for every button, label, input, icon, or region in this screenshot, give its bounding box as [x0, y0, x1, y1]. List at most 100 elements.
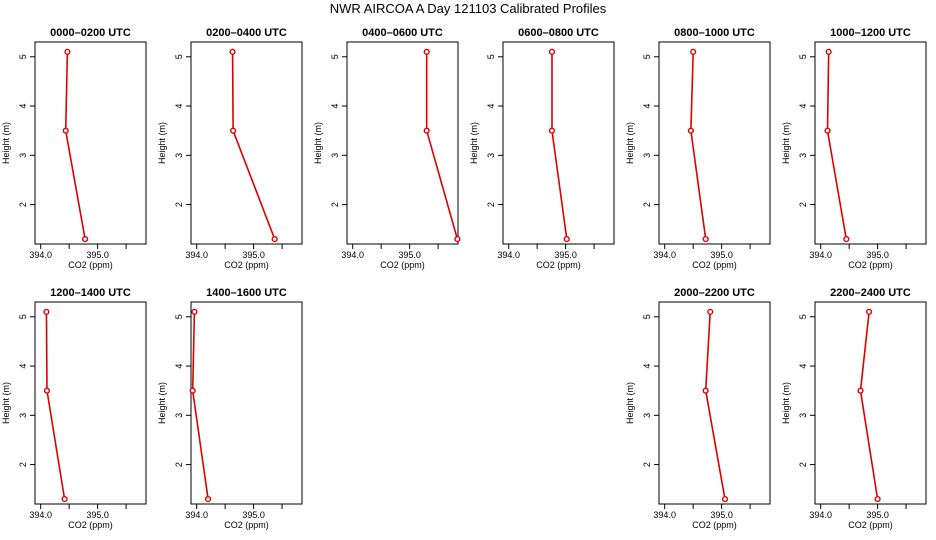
data-point [874, 495, 881, 503]
y-tick-label: 3 [174, 153, 184, 158]
panel-title: 0000–0200 UTC [50, 27, 131, 39]
plot-frame [190, 301, 303, 505]
profile-line [191, 311, 209, 500]
panel-title: 2000–2200 UTC [674, 287, 755, 299]
page-title: NWR AIRCOA A Day 121103 Calibrated Profi… [329, 1, 607, 16]
plot-frame [34, 301, 147, 505]
data-point [62, 127, 69, 134]
x-tick-label: 395.0 [710, 250, 733, 260]
y-tick-label: 2 [174, 202, 184, 207]
y-tick-label: 2 [798, 202, 808, 207]
x-tick-label: 394.0 [341, 250, 364, 260]
profile-line [45, 311, 66, 500]
y-axis-label: Height (m) [625, 382, 635, 424]
x-tick-label: 394.0 [809, 510, 832, 520]
profile-line [64, 51, 86, 240]
x-tick-label: 395.0 [86, 510, 109, 520]
profile-line [826, 51, 848, 240]
plot-frame [346, 41, 459, 245]
x-axis-label: CO2 (ppm) [692, 520, 737, 530]
x-axis-label: CO2 (ppm) [848, 260, 893, 270]
y-tick-label: 3 [486, 153, 496, 158]
y-tick-label: 4 [18, 104, 28, 109]
y-tick-label: 5 [798, 314, 808, 319]
data-point [81, 235, 89, 243]
y-axis-label: Height (m) [313, 122, 323, 164]
x-tick-label: 395.0 [242, 250, 265, 260]
y-tick-label: 5 [642, 54, 652, 59]
plot-frame [658, 41, 771, 245]
y-tick-label: 2 [330, 202, 340, 207]
data-point [687, 127, 694, 134]
y-axis-label: Height (m) [781, 382, 791, 424]
x-axis-label: CO2 (ppm) [848, 520, 893, 530]
y-tick-label: 4 [174, 104, 184, 109]
y-tick-label: 3 [18, 153, 28, 158]
y-tick-label: 4 [798, 104, 808, 109]
y-tick-label: 2 [486, 202, 496, 207]
y-axis-label: Height (m) [157, 122, 167, 164]
plot-frame [814, 41, 927, 245]
x-axis-label: CO2 (ppm) [536, 260, 581, 270]
x-tick-label: 394.0 [185, 510, 208, 520]
data-point [423, 127, 430, 134]
panel-title: 0600–0800 UTC [518, 27, 599, 39]
x-tick-label: 394.0 [29, 510, 52, 520]
data-point [61, 495, 68, 503]
data-point [64, 48, 71, 55]
y-tick-label: 3 [330, 153, 340, 158]
y-axis-label: Height (m) [157, 382, 167, 424]
data-point [548, 48, 556, 55]
x-tick-label: 394.0 [497, 250, 520, 260]
profile-line [551, 51, 568, 240]
y-tick-label: 3 [642, 413, 652, 418]
y-axis-label: Height (m) [1, 382, 11, 424]
plot-frame [502, 41, 615, 245]
profile-line [859, 311, 879, 500]
y-tick-label: 2 [18, 202, 28, 207]
y-tick-label: 5 [174, 54, 184, 59]
x-tick-label: 394.0 [185, 250, 208, 260]
y-tick-label: 3 [798, 153, 808, 158]
y-axis-label: Height (m) [1, 122, 11, 164]
y-tick-label: 4 [486, 104, 496, 109]
data-point [702, 387, 709, 394]
plot-frame [658, 301, 771, 505]
y-axis-label: Height (m) [469, 122, 479, 164]
y-tick-label: 2 [798, 462, 808, 467]
data-point [191, 308, 198, 315]
data-point [825, 48, 832, 55]
data-point [229, 48, 236, 55]
plot-frame [814, 301, 927, 505]
y-tick-label: 4 [330, 104, 340, 109]
y-tick-label: 4 [642, 364, 652, 369]
profile-line [231, 51, 276, 240]
data-point [721, 495, 729, 503]
panel-title: 2200–2400 UTC [830, 287, 911, 299]
profile-line [425, 51, 459, 240]
y-tick-label: 5 [174, 314, 184, 319]
profile-line [704, 311, 726, 500]
data-point [230, 127, 237, 134]
x-tick-label: 395.0 [86, 250, 109, 260]
y-tick-label: 5 [798, 54, 808, 59]
x-tick-label: 394.0 [29, 250, 52, 260]
data-point [707, 308, 714, 315]
panel-title: 0800–1000 UTC [674, 27, 755, 39]
y-tick-label: 5 [330, 54, 340, 59]
data-point [204, 495, 212, 503]
x-axis-label: CO2 (ppm) [68, 520, 113, 530]
data-point [857, 387, 864, 394]
y-tick-label: 4 [798, 364, 808, 369]
data-point [454, 235, 461, 243]
data-point [865, 308, 873, 315]
y-tick-label: 2 [642, 462, 652, 467]
